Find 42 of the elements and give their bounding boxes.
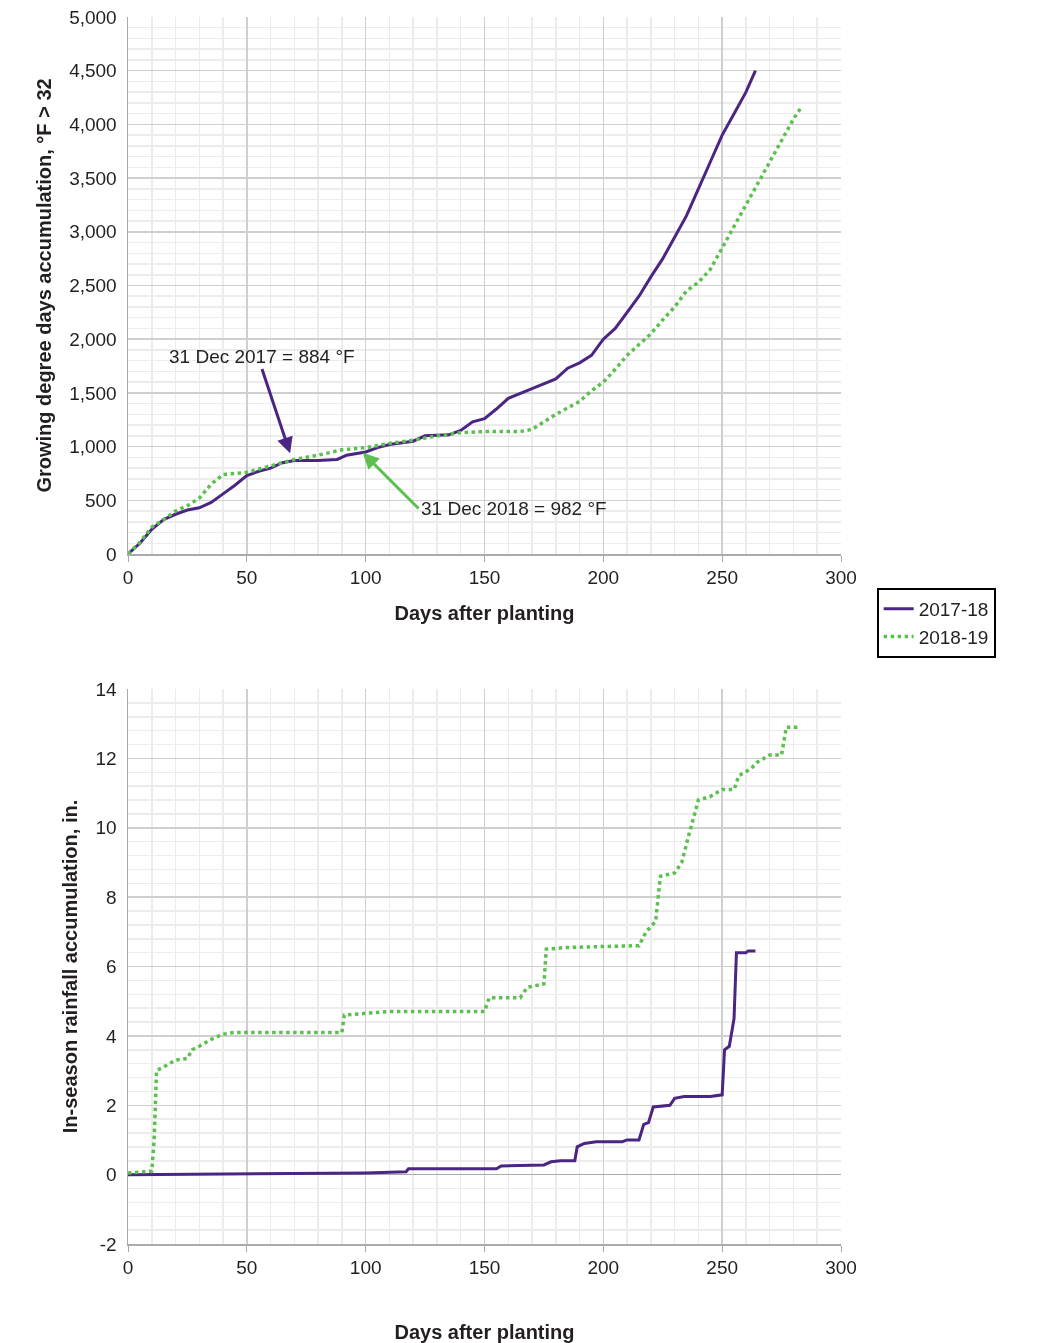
x-tick-label: 0	[122, 567, 134, 589]
y-tick-label: 2	[106, 1094, 117, 1116]
x-tick-label: 100	[349, 1257, 382, 1279]
x-axis-title: Days after planting	[394, 601, 575, 624]
y-tick-label: 3,500	[69, 167, 117, 189]
y-tick-label: 10	[95, 817, 117, 839]
y-tick-label: 500	[85, 489, 117, 511]
x-tick-label: 250	[706, 1257, 739, 1279]
y-tick-label: 1,500	[69, 382, 117, 404]
legend-label: 2017-18	[918, 599, 989, 621]
y-tick-label: 8	[106, 886, 117, 908]
legend-label: 2018-19	[918, 626, 989, 648]
y-tick-label: 3,000	[69, 221, 117, 243]
x-tick-label: 100	[349, 567, 382, 589]
x-tick-label: 200	[587, 567, 620, 589]
x-tick-label: 250	[706, 567, 739, 589]
annotation: 31 Dec 2017 = 884 °F	[169, 346, 355, 367]
x-axis-title: Days after planting	[394, 1321, 575, 1343]
y-tick-label: 14	[95, 678, 118, 700]
y-tick-label: 0	[106, 1164, 117, 1186]
y-tick-label: 4	[106, 1025, 118, 1047]
y-axis-title: Growing degree days accumulation, °F > 32	[32, 78, 55, 493]
x-tick-label: 200	[587, 1257, 620, 1279]
y-tick-label: 2,500	[69, 275, 117, 297]
y-tick-label: 6	[106, 956, 117, 978]
annotation: 31 Dec 2018 = 982 °F	[421, 498, 607, 519]
y-tick-label: 4,000	[69, 114, 117, 136]
y-tick-label: -2	[99, 1233, 117, 1255]
y-tick-label: 1,000	[69, 436, 117, 458]
x-tick-label: 0	[122, 1257, 134, 1279]
x-tick-label: 50	[236, 567, 258, 589]
y-tick-label: 2,000	[69, 328, 117, 350]
y-tick-label: 5,000	[69, 6, 117, 28]
x-tick-label: 300	[825, 567, 857, 589]
x-tick-label: 150	[468, 1257, 501, 1279]
x-tick-label: 300	[825, 1257, 857, 1279]
y-tick-label: 4,500	[69, 60, 117, 82]
y-tick-label: 0	[106, 543, 117, 565]
y-tick-label: 12	[95, 748, 117, 770]
y-axis-title: In-season rainfall accumulation, in.	[59, 799, 82, 1134]
x-tick-label: 50	[236, 1257, 258, 1279]
x-tick-label: 150	[468, 567, 501, 589]
